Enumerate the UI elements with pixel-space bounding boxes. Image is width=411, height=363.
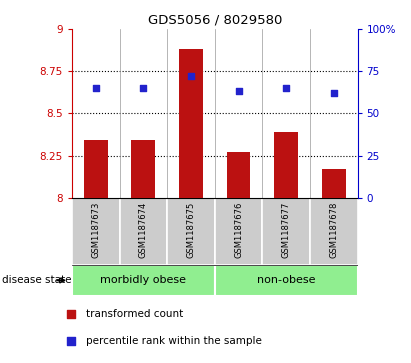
Bar (72, 265, 215, 296)
Point (330, 90, 337, 96)
Text: GSM1187674: GSM1187674 (139, 202, 148, 258)
Text: GSM1187676: GSM1187676 (234, 202, 243, 258)
Bar (179, 49, 203, 198)
Text: non-obese: non-obese (257, 276, 315, 285)
Point (188, 73, 194, 79)
Point (92, 85, 99, 91)
Bar (226, 152, 250, 198)
Bar (132, 140, 155, 198)
Bar (84, 140, 108, 198)
Bar (215, 198, 262, 265)
Bar (274, 132, 298, 198)
Text: GSM1187673: GSM1187673 (91, 202, 100, 258)
Text: GSM1187675: GSM1187675 (187, 202, 196, 258)
Point (235, 89, 242, 94)
Text: percentile rank within the sample: percentile rank within the sample (86, 336, 262, 346)
Bar (120, 198, 167, 265)
Bar (72, 198, 120, 265)
Bar (215, 265, 358, 296)
Point (283, 85, 289, 91)
Bar (262, 198, 310, 265)
Text: morbidly obese: morbidly obese (100, 276, 186, 285)
Text: transformed count: transformed count (86, 309, 183, 319)
Point (68, 338, 74, 344)
Bar (310, 198, 358, 265)
Point (140, 85, 147, 91)
Point (68, 311, 74, 317)
Text: disease state: disease state (2, 276, 72, 285)
Bar (167, 198, 215, 265)
Text: GSM1187678: GSM1187678 (329, 202, 338, 258)
Bar (322, 169, 346, 198)
Text: GSM1187677: GSM1187677 (282, 202, 291, 258)
Title: GDS5056 / 8029580: GDS5056 / 8029580 (148, 13, 282, 26)
